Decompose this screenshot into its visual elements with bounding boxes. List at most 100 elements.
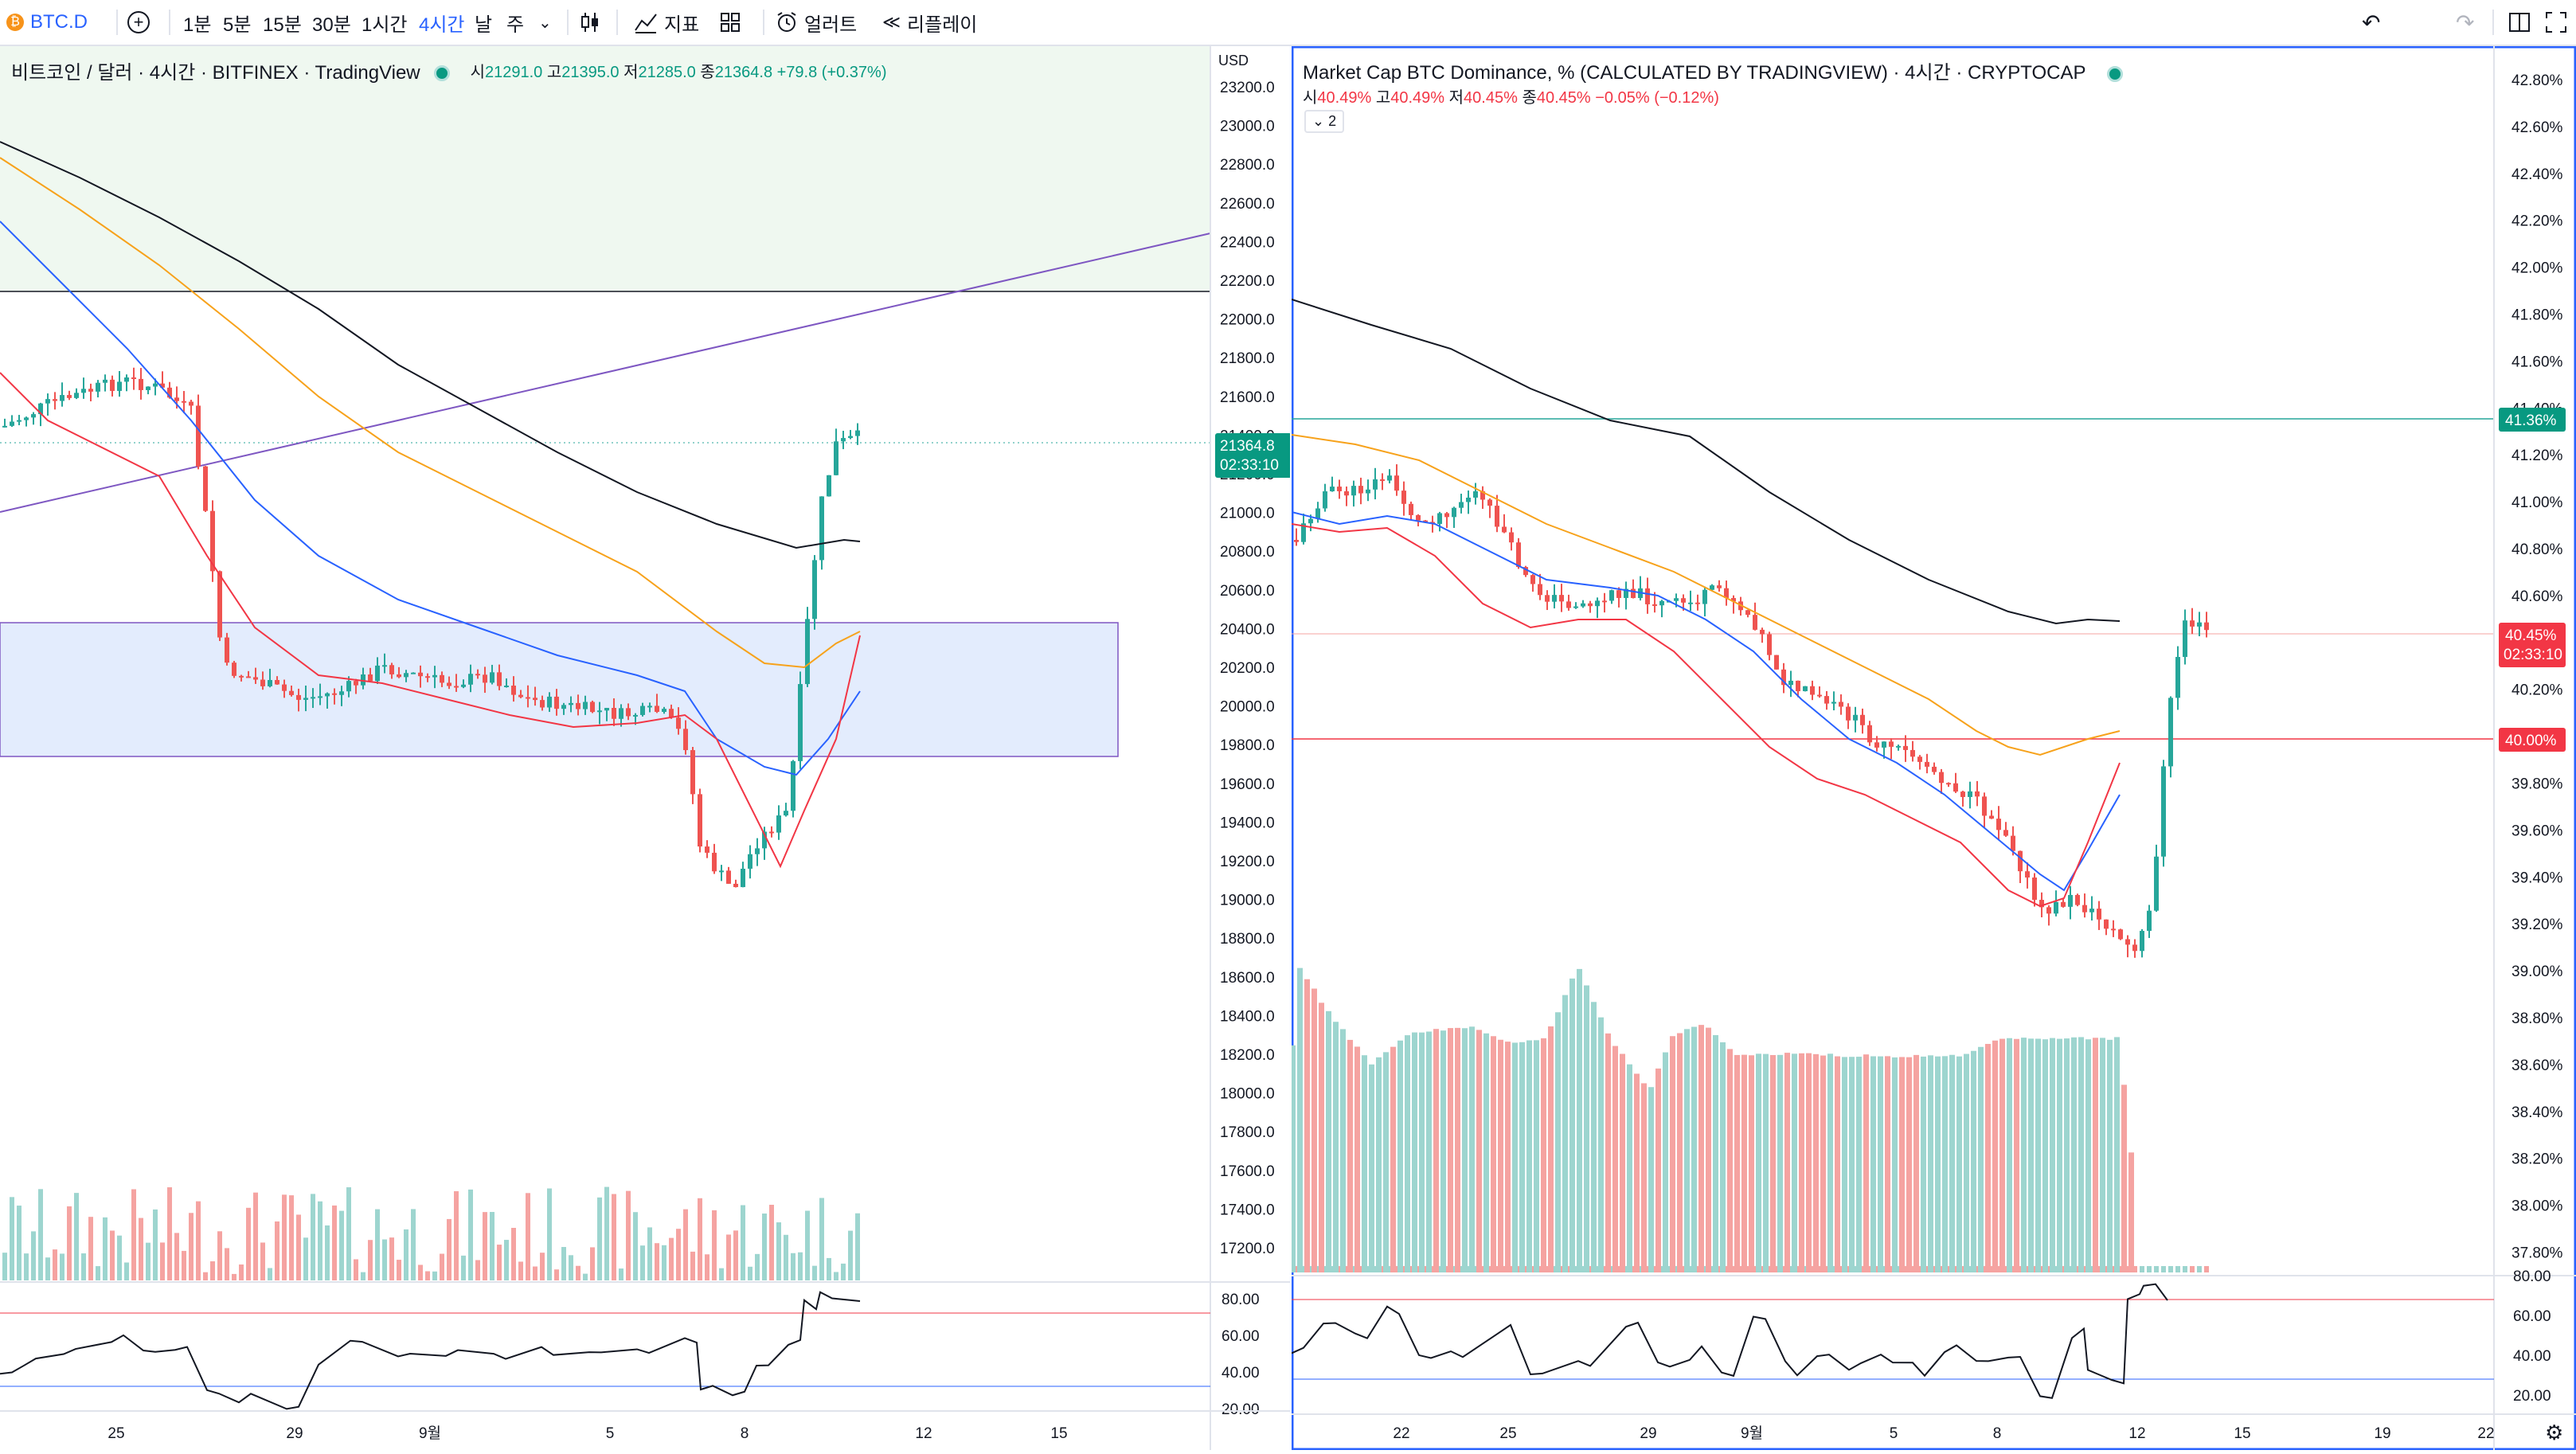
volume-bar xyxy=(1939,1266,1944,1272)
volume-bar xyxy=(31,1231,36,1280)
interval-30m[interactable]: 30분 xyxy=(312,14,351,36)
interval-dropdown[interactable]: ⌄ xyxy=(538,0,552,45)
btc-usd-chart[interactable]: USD 23200.0 23000.0 22800.0 22600.0 22400.0 22… xyxy=(0,46,1292,1450)
volume-bar xyxy=(1638,1266,1643,1272)
layouts-button[interactable] xyxy=(720,0,741,45)
ma-200 xyxy=(0,141,861,549)
volume-bar xyxy=(855,1213,860,1280)
volume-bar xyxy=(1745,1266,1750,1272)
interval-1m[interactable]: 1분 xyxy=(183,14,212,36)
volume-bar xyxy=(1949,1054,1955,1272)
volume-bar xyxy=(1437,1266,1442,1272)
volume-bar xyxy=(67,1206,72,1280)
volume-bar xyxy=(597,1197,602,1280)
candle xyxy=(1437,513,1442,524)
interval-5m[interactable]: 5분 xyxy=(223,14,252,36)
interval-1h[interactable]: 1시간 xyxy=(362,14,408,36)
candle xyxy=(1581,603,1585,607)
volume-bar xyxy=(1706,1027,1711,1272)
volume-bar xyxy=(1849,1057,1855,1272)
volume-bar xyxy=(1548,1026,1554,1272)
redo-button[interactable]: ↷ xyxy=(2456,0,2474,45)
compare-add-button[interactable]: + xyxy=(127,0,150,45)
candle xyxy=(647,706,652,708)
time-tick: 12 xyxy=(915,1425,932,1442)
candle xyxy=(1989,815,1994,819)
level-badge-value: 41.36% xyxy=(2505,412,2557,429)
volume-bar xyxy=(2082,1266,2087,1272)
symbol-search[interactable]: ₿ BTC.D xyxy=(6,0,88,45)
volume-bar xyxy=(1734,1054,1740,1272)
volume-bar xyxy=(1362,1055,1367,1272)
volume-bar xyxy=(1620,1053,1625,1272)
candle xyxy=(311,697,315,699)
volume-bar xyxy=(1519,1042,1525,1272)
volume-bar xyxy=(1652,1266,1657,1272)
candle xyxy=(1516,542,1521,568)
candle xyxy=(1616,590,1621,598)
volume-bar xyxy=(1860,1266,1865,1272)
volume-bar xyxy=(124,1262,129,1280)
volume-bar xyxy=(1538,1266,1542,1272)
candle xyxy=(2089,909,2094,913)
time-tick: 25 xyxy=(1499,1425,1516,1442)
volume-bar xyxy=(626,1190,631,1280)
volume-bar xyxy=(1956,1056,1962,1272)
volume-bar xyxy=(1695,1266,1700,1272)
candle xyxy=(1545,595,1550,602)
candle xyxy=(167,387,172,398)
volume-bar xyxy=(432,1271,437,1280)
ma-100 xyxy=(0,157,861,669)
candle xyxy=(1760,629,1765,635)
volume-bar xyxy=(303,1237,308,1280)
candle xyxy=(2039,900,2044,908)
volume-bar xyxy=(110,1230,115,1280)
volume-bar xyxy=(1999,1038,2005,1272)
right-chart-panel[interactable]: 42.80% 42.60% 42.40% 42.20% 42.00% 41.80% 41.6… xyxy=(1290,45,2576,1451)
volume-bar xyxy=(719,1268,724,1280)
volume-bar xyxy=(1989,1266,1994,1272)
volume-bar xyxy=(375,1209,380,1280)
alert-button[interactable]: 얼러트 xyxy=(776,0,857,45)
volume-bar xyxy=(676,1229,681,1280)
price-tick: 18000.0 xyxy=(1220,1086,1275,1103)
volume-bar xyxy=(1495,1266,1499,1272)
candle xyxy=(1552,595,1557,602)
volume-bar xyxy=(784,1234,788,1280)
undo-button[interactable]: ↶ xyxy=(2362,0,2380,45)
volume-bar xyxy=(354,1259,358,1280)
volume-bar xyxy=(1784,1053,1790,1272)
interval-day[interactable]: 날 xyxy=(475,14,493,36)
candle xyxy=(726,870,731,884)
volume-bar xyxy=(389,1237,394,1280)
chart-type-button[interactable] xyxy=(580,0,600,45)
volume-bar xyxy=(1978,1046,1984,1272)
price-tick: 40.80% xyxy=(2512,541,2563,558)
volume-bar xyxy=(1698,1025,1704,1272)
left-chart-panel[interactable]: USD 23200.0 23000.0 22800.0 22600.0 22400.0 22… xyxy=(0,46,1292,1450)
replay-button[interactable]: ≪ 리플레이 xyxy=(882,12,978,36)
volume-bar xyxy=(1892,1057,1898,1272)
volume-bar xyxy=(561,1247,566,1280)
volume-bar xyxy=(762,1214,767,1280)
volume-bar xyxy=(1516,1266,1521,1272)
candle xyxy=(432,674,437,678)
volume-bar xyxy=(1831,1266,1836,1272)
interval-4h[interactable]: 4시간 xyxy=(419,14,465,36)
volume-bar xyxy=(1616,1266,1621,1272)
fullscreen-button[interactable] xyxy=(2545,0,2567,45)
volume-bar xyxy=(1569,978,1575,1272)
candle xyxy=(182,401,186,403)
interval-week[interactable]: 주 xyxy=(506,14,525,36)
volume-bar xyxy=(1670,1036,1675,1272)
volume-bar xyxy=(1985,1044,1991,1272)
layout-split-button[interactable] xyxy=(2508,0,2531,45)
candle xyxy=(1831,702,1836,704)
volume-bar xyxy=(1878,1056,1883,1272)
volume-bar xyxy=(1971,1050,1976,1272)
indicators-button[interactable]: 지표 xyxy=(634,0,699,45)
volume-bar xyxy=(1889,1266,1894,1272)
btc-dominance-chart[interactable]: 42.80% 42.60% 42.40% 42.20% 42.00% 41.80% 41.6… xyxy=(1290,45,2576,1451)
interval-15m[interactable]: 15분 xyxy=(263,14,302,36)
collapse-indicators-button[interactable]: ⌄ 2 xyxy=(1304,110,1345,133)
